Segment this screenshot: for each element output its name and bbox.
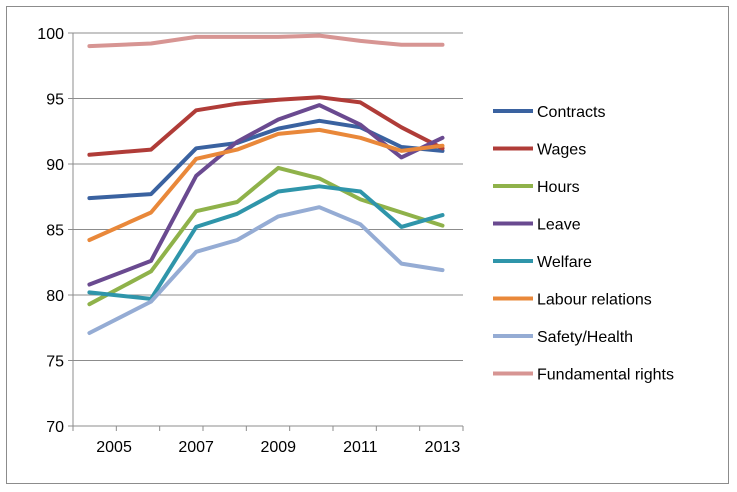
legend-label-labour-relations: Labour relations (537, 292, 652, 309)
series-line-wages (87, 95, 445, 157)
x-tick-label-2007: 2007 (178, 439, 214, 456)
legend-label-safety-health: Safety/Health (537, 329, 633, 346)
x-tick-label-2013: 2013 (425, 439, 461, 456)
line-chart: 70 75 80 85 90 95 100 2005 2007 2009 2011 2013 Cont… (37, 26, 674, 456)
legend-label-leave: Leave (537, 217, 581, 234)
series-line-contracts (87, 118, 445, 201)
axes: 70 75 80 85 90 95 100 2005 2007 2009 2011 2013 (37, 26, 464, 456)
y-tick-label-90: 90 (46, 157, 64, 174)
series-line-labour-relations (87, 127, 445, 242)
y-tick-label-75: 75 (46, 354, 64, 371)
legend-label-fundamental-rights: Fundamental rights (537, 367, 674, 384)
x-tick-label-2009: 2009 (260, 439, 296, 456)
series-lines (87, 33, 445, 335)
legend-label-contracts: Contracts (537, 104, 605, 121)
y-tick-label-80: 80 (46, 288, 64, 305)
legend: Contracts Wages Hours Leave Welfare Labour re… (493, 104, 674, 384)
series-line-hours (87, 165, 445, 307)
y-tick-label-85: 85 (46, 223, 64, 240)
chart-frame: 70 75 80 85 90 95 100 2005 2007 2009 2011 2013 Cont… (6, 6, 729, 484)
series-line-fundamental-rights (87, 33, 445, 49)
legend-label-wages: Wages (537, 142, 586, 159)
series-line-welfare (87, 184, 445, 301)
y-tick-label-70: 70 (46, 419, 64, 436)
x-tick-label-2011: 2011 (343, 439, 378, 456)
gridlines (73, 32, 463, 427)
series-line-safety-health (87, 205, 445, 335)
legend-label-hours: Hours (537, 179, 580, 196)
y-tick-label-100: 100 (37, 26, 64, 43)
legend-label-welfare: Welfare (537, 254, 592, 271)
x-tick-label-2005: 2005 (96, 439, 132, 456)
y-tick-label-95: 95 (46, 92, 64, 109)
